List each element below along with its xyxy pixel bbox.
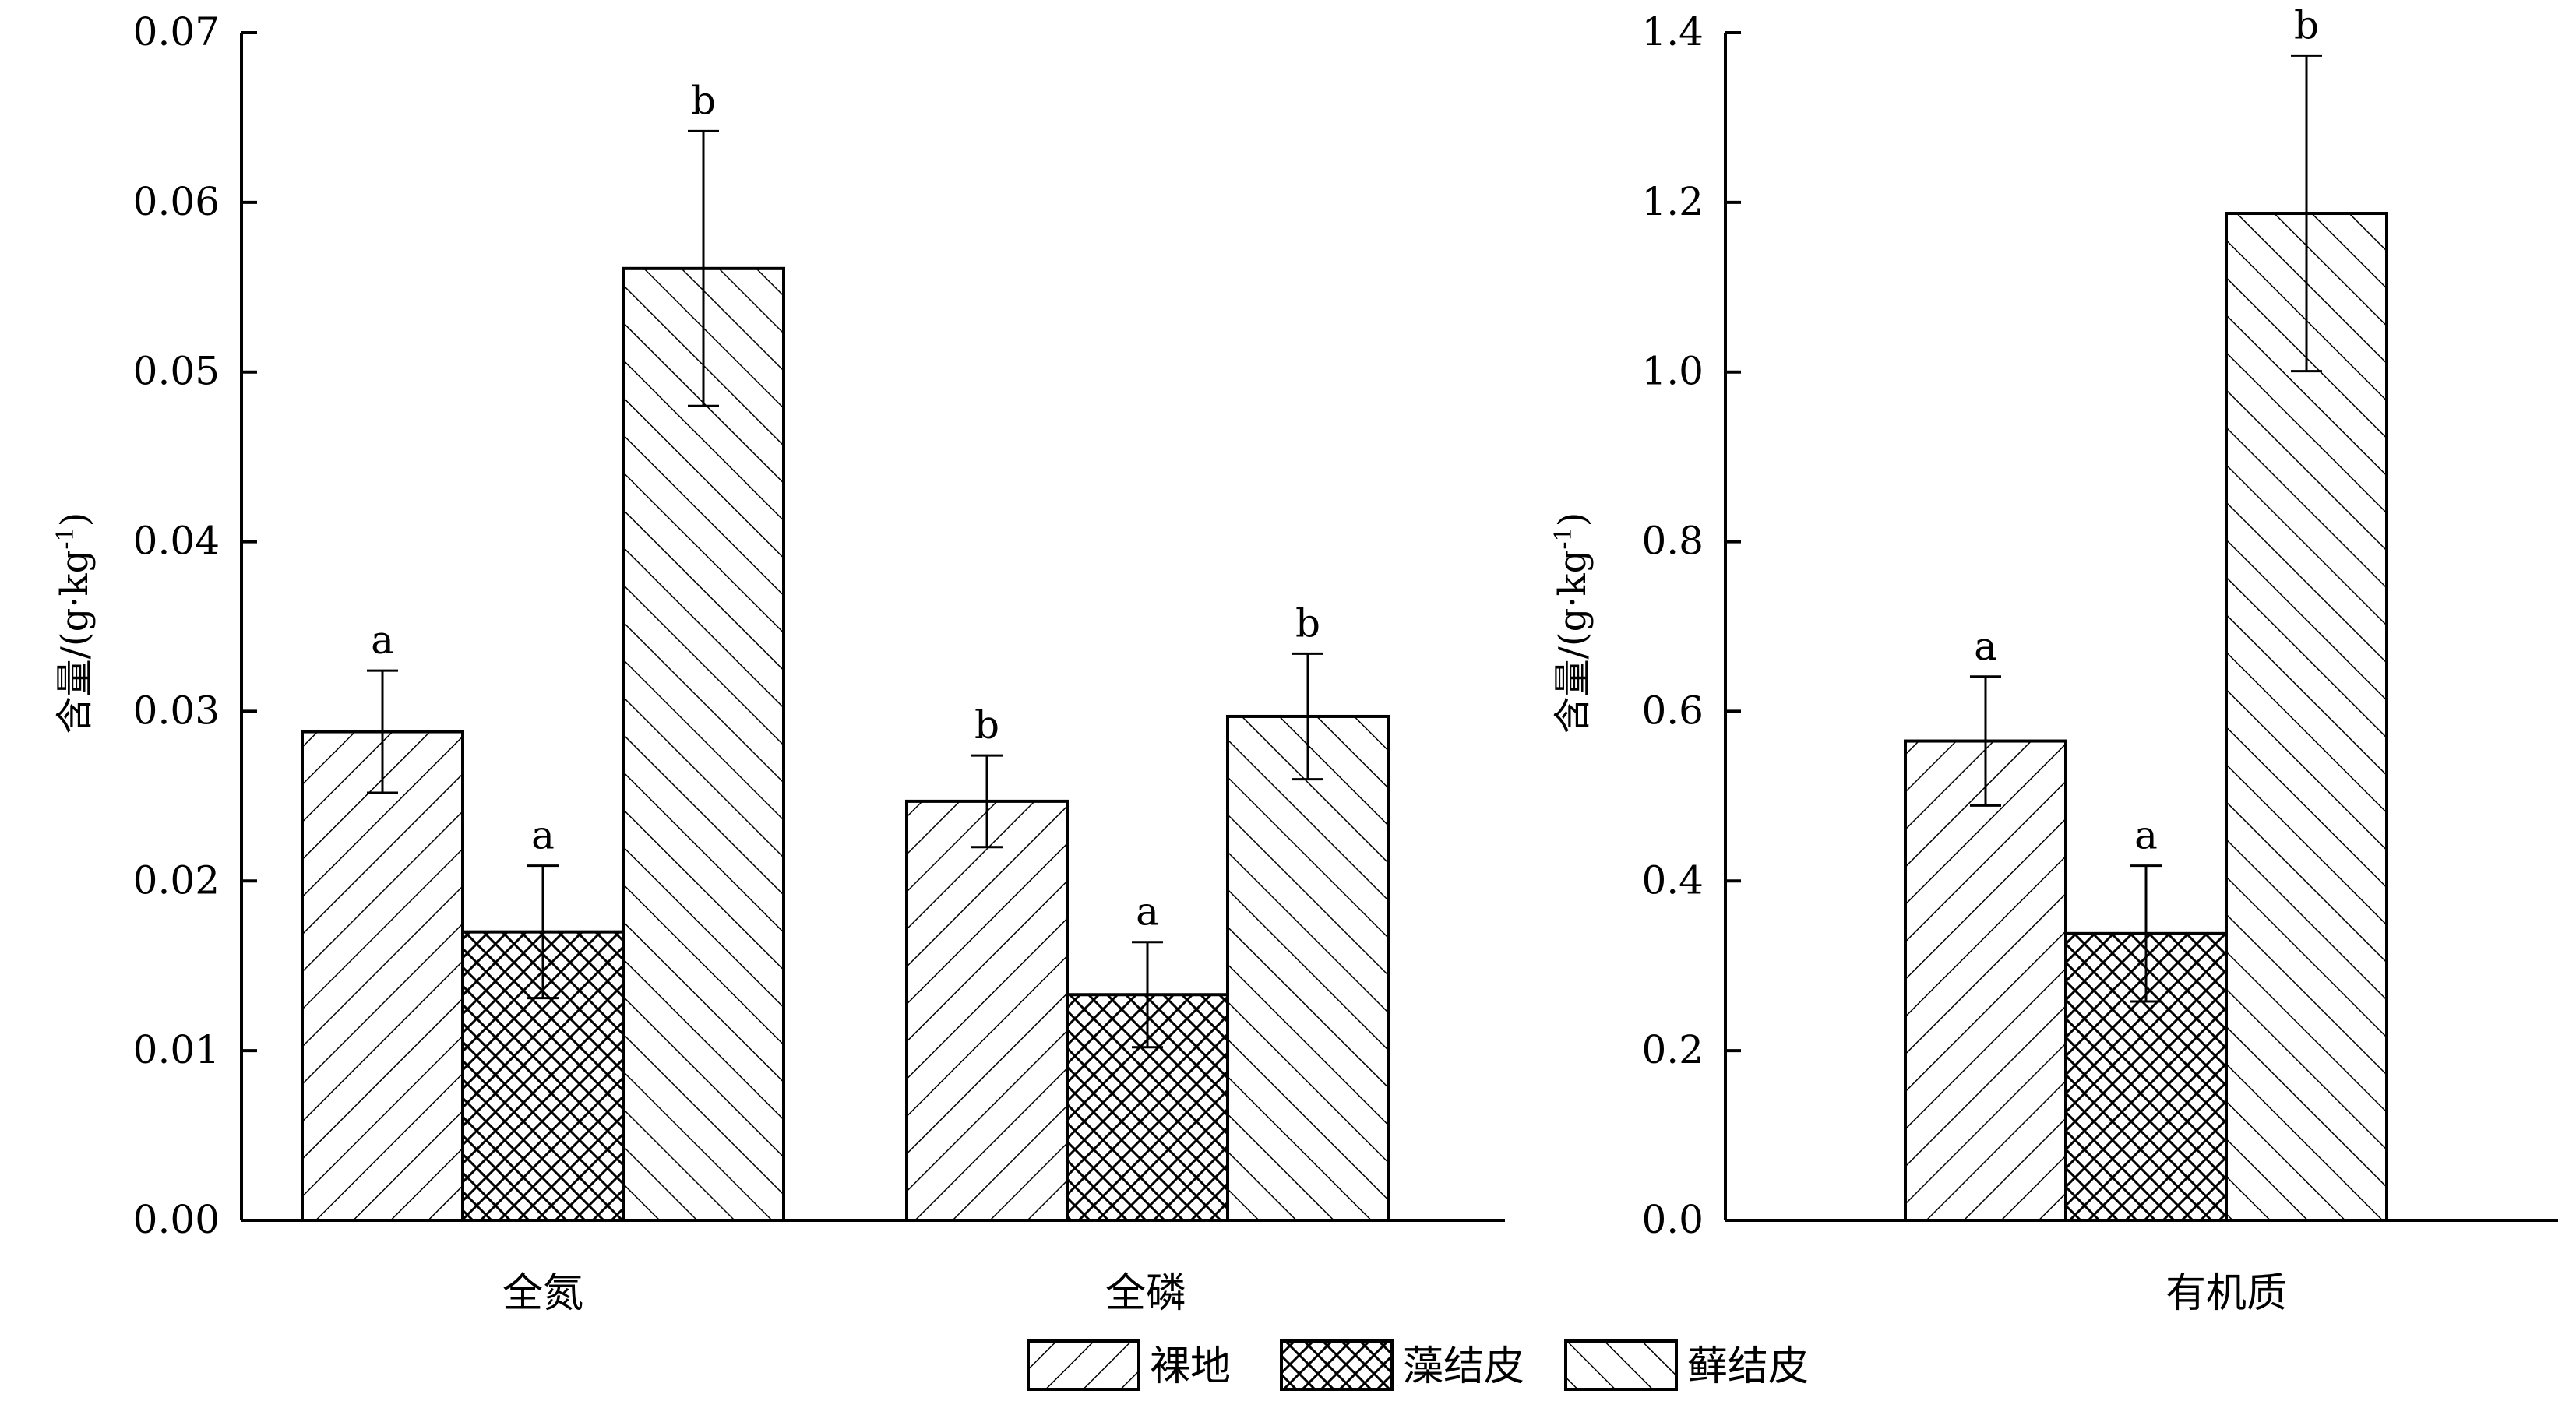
legend-swatch bbox=[1280, 1339, 1394, 1391]
y-axis-label: 含量/(g·kg-1) bbox=[1550, 512, 1595, 734]
y-tick-label: 0.03 bbox=[133, 688, 220, 733]
y-axis-label-close: ) bbox=[53, 512, 97, 527]
y-ticks: 0.00 0.01 0.02 0.03 0.04 0.05 0.06 0.07 bbox=[133, 9, 257, 1242]
y-axis-label-superscript: -1 bbox=[1550, 526, 1577, 549]
y-tick-label: 0.01 bbox=[133, 1027, 220, 1072]
y-tick-label: 0.0 bbox=[1641, 1197, 1704, 1242]
y-tick-label: 0.6 bbox=[1641, 688, 1704, 733]
y-ticks: 0.0 0.2 0.4 0.6 0.8 1.0 1.2 1.4 bbox=[1641, 9, 1741, 1242]
bars: a a b bbox=[1904, 2, 2388, 1223]
y-tick-label: 0.05 bbox=[133, 349, 220, 394]
category-label: 有机质 bbox=[2165, 1270, 2287, 1317]
legend-label: 裸地 bbox=[1150, 1343, 1231, 1390]
bar bbox=[301, 730, 464, 1222]
y-tick-label: 0.8 bbox=[1641, 519, 1704, 564]
legend-item: 裸地 bbox=[1027, 1339, 1231, 1391]
bar bbox=[622, 266, 785, 1223]
bars: a a b b a b bbox=[301, 78, 1390, 1223]
category-label: 全磷 bbox=[1105, 1270, 1186, 1317]
category-label: 全氮 bbox=[502, 1270, 583, 1317]
legend-item: 藻结皮 bbox=[1280, 1339, 1524, 1391]
chart-left: 0.00 0.01 0.02 0.03 0.04 0.05 0.06 0.07 含量/(g·k… bbox=[52, 9, 1505, 1317]
legend-swatch bbox=[1027, 1339, 1140, 1391]
y-tick-label: 1.0 bbox=[1641, 349, 1704, 394]
bar bbox=[1226, 714, 1390, 1222]
significance-label: a bbox=[371, 618, 394, 663]
y-axis-label: 含量/(g·kg-1) bbox=[52, 512, 97, 734]
y-tick-label: 0.4 bbox=[1641, 857, 1704, 903]
significance-label: a bbox=[531, 813, 555, 858]
y-axis-label-close: ) bbox=[1551, 512, 1595, 527]
legend-label: 藻结皮 bbox=[1403, 1343, 1524, 1390]
y-tick-label: 0.2 bbox=[1641, 1027, 1704, 1072]
y-tick-label: 1.2 bbox=[1641, 179, 1704, 224]
axis-right: 0.0 0.2 0.4 0.6 0.8 1.0 1.2 1.4 含量/(g·kg-1) bbox=[1550, 9, 2558, 1242]
bar bbox=[2225, 212, 2388, 1223]
significance-label: a bbox=[1136, 889, 1159, 935]
y-tick-label: 0.06 bbox=[133, 179, 220, 224]
y-axis-label-superscript: -1 bbox=[52, 526, 79, 549]
significance-label: b bbox=[1295, 600, 1320, 646]
bar bbox=[1904, 739, 2067, 1222]
chart-right: 0.0 0.2 0.4 0.6 0.8 1.0 1.2 1.4 含量/(g·kg-1) a a b… bbox=[1550, 2, 2558, 1317]
y-tick-label: 1.4 bbox=[1641, 9, 1704, 55]
significance-label: a bbox=[2134, 813, 2158, 858]
axis-left: 0.00 0.01 0.02 0.03 0.04 0.05 0.06 0.07 含量/(g·k… bbox=[52, 9, 1505, 1242]
legend-item: 藓结皮 bbox=[1564, 1339, 1809, 1391]
y-tick-label: 0.00 bbox=[133, 1197, 220, 1242]
significance-label: b bbox=[974, 702, 999, 748]
significance-label: b bbox=[691, 78, 716, 123]
significance-label: a bbox=[1974, 624, 1997, 669]
legend-swatch bbox=[1564, 1339, 1678, 1391]
y-tick-label: 0.04 bbox=[133, 519, 220, 564]
y-tick-label: 0.07 bbox=[133, 9, 220, 55]
bar bbox=[905, 799, 1069, 1222]
significance-label: b bbox=[2294, 2, 2319, 48]
y-tick-label: 0.02 bbox=[133, 857, 220, 903]
legend: 裸地 藻结皮 藓结皮 bbox=[1027, 1339, 1809, 1391]
legend-label: 藓结皮 bbox=[1687, 1343, 1809, 1390]
